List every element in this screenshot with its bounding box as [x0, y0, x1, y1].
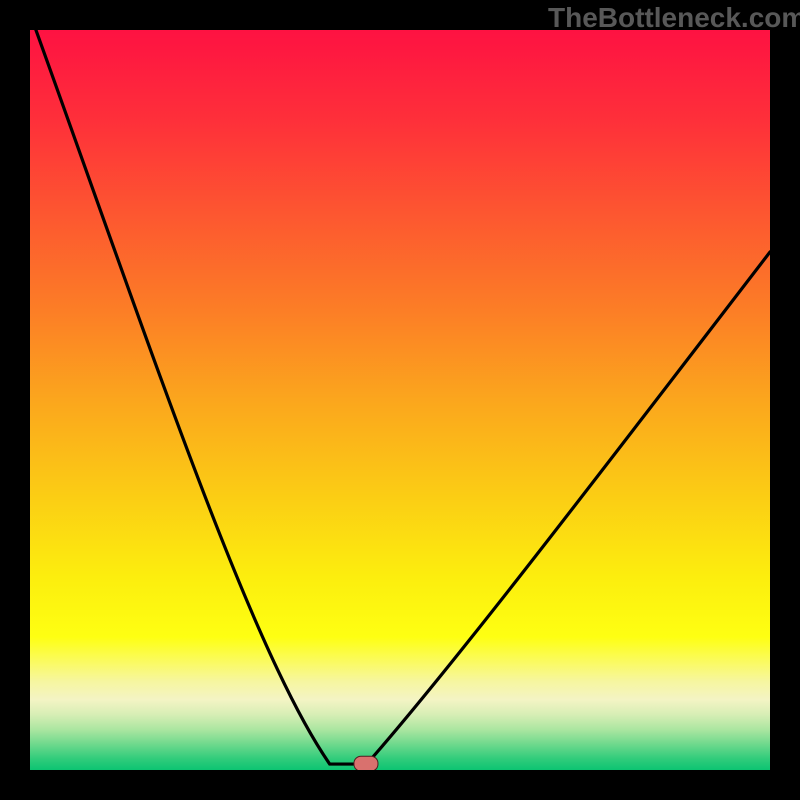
chart-svg: [30, 30, 770, 770]
gradient-background: [30, 30, 770, 770]
watermark-text: TheBottleneck.com: [548, 2, 800, 34]
optimum-marker: [354, 756, 378, 770]
plot-area: [30, 30, 770, 770]
chart-frame: TheBottleneck.com: [0, 0, 800, 800]
